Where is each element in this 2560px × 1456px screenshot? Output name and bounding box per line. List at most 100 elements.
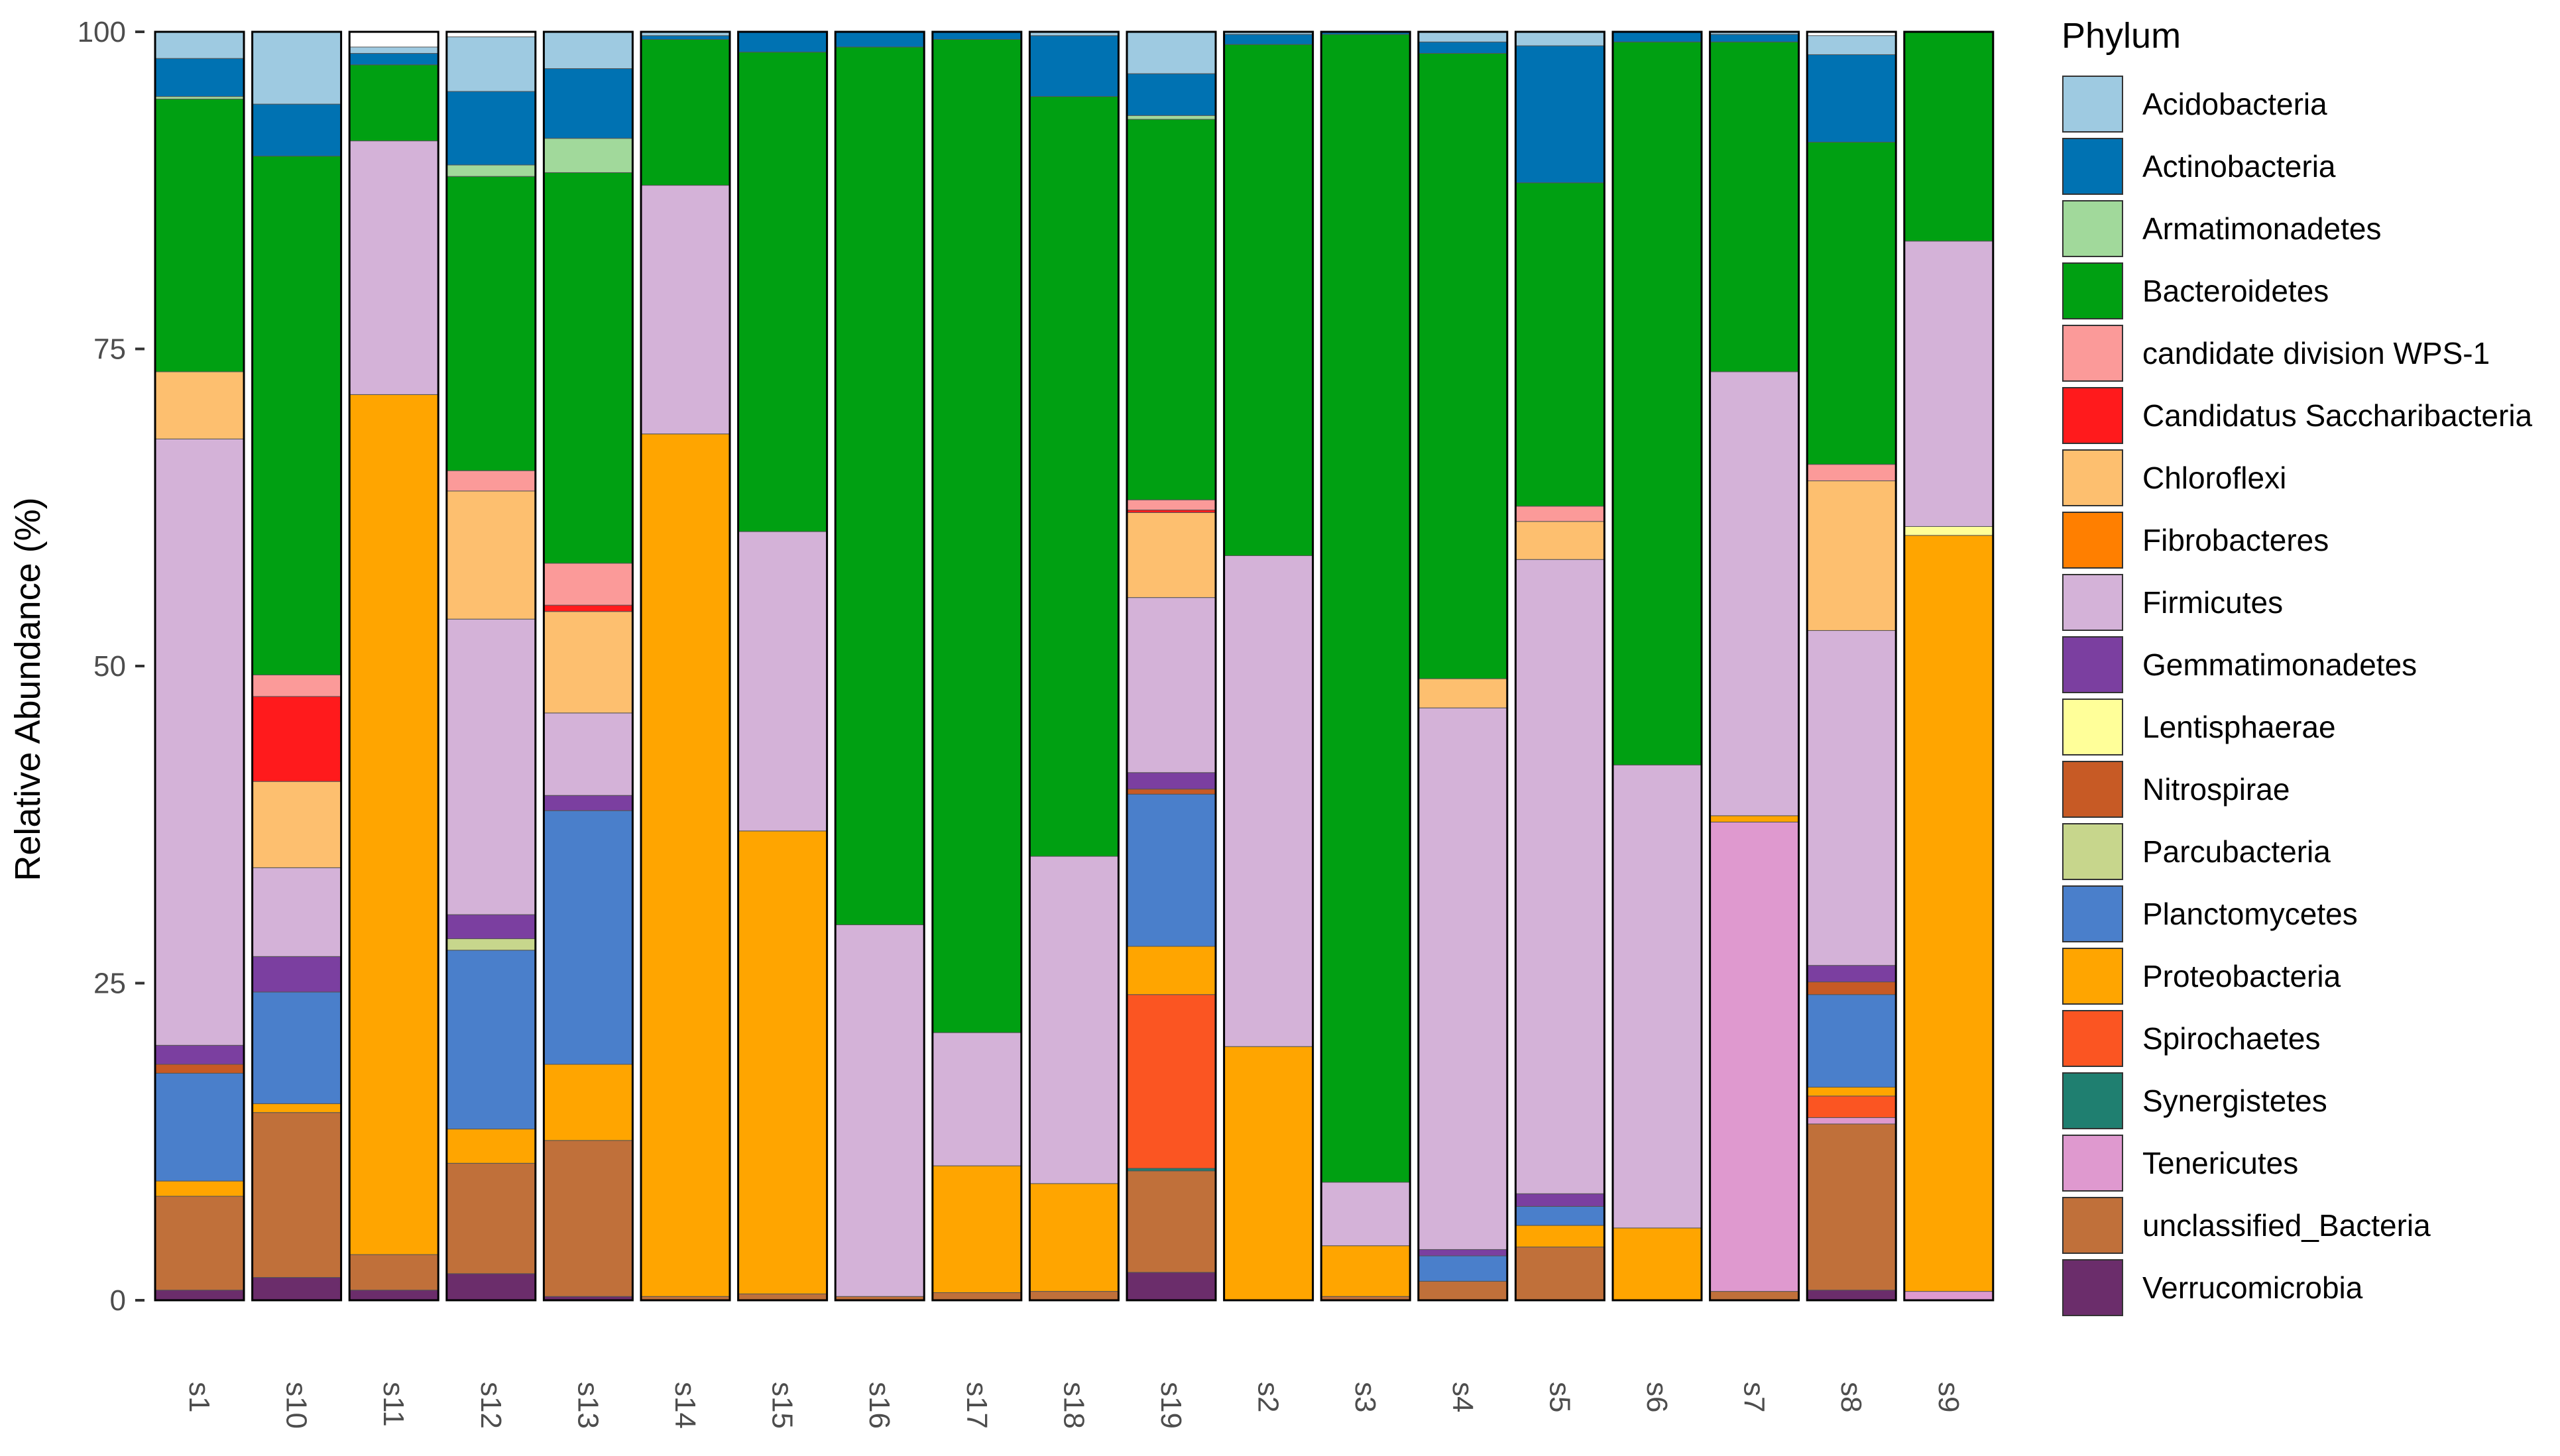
legend-label: unclassified_Bacteria	[2142, 1208, 2431, 1243]
bar-stack-s15	[737, 30, 829, 1302]
legend-swatch	[2062, 948, 2123, 1005]
bar-stack-s11	[348, 30, 439, 1302]
bar-segment	[543, 795, 633, 811]
bar-segment	[1904, 31, 1994, 242]
bar-stack-s19	[1126, 30, 1217, 1302]
bar-stack-s13	[542, 30, 634, 1302]
bar-segment	[154, 1196, 245, 1291]
bars	[154, 30, 1995, 1302]
bar-stack-s10	[251, 30, 343, 1302]
bar-segment	[1029, 856, 1119, 1184]
bar-segment	[543, 1064, 633, 1141]
bar-segment	[1806, 1086, 1896, 1097]
legend-label: Chloroflexi	[2142, 461, 2286, 495]
bar-segment	[1710, 41, 1800, 372]
bar-segment	[1515, 559, 1605, 1194]
bar-segment	[738, 531, 828, 832]
legend-swatch	[2062, 1197, 2123, 1254]
bar-outline	[834, 30, 925, 1302]
bar-segment	[349, 46, 439, 54]
legend-label: Actinobacteria	[2142, 149, 2336, 184]
bar-segment	[932, 38, 1022, 1033]
bar-segment	[1126, 73, 1216, 116]
bar-segment	[1224, 34, 1314, 45]
x-tick-label: s13	[571, 1382, 604, 1429]
legend-item: candidate division WPS-1	[2062, 325, 2490, 382]
y-tick-label: 25	[93, 968, 126, 1000]
bar-outline	[1806, 30, 1897, 1302]
bar-segment	[446, 914, 536, 940]
bar-segment	[446, 1129, 536, 1164]
bar-segment	[1126, 994, 1216, 1169]
bar-segment	[1126, 946, 1216, 995]
bar-segment	[1224, 44, 1314, 556]
y-tick-label: 0	[110, 1284, 126, 1317]
bar-segment	[1904, 535, 1994, 1292]
x-tick-label: s17	[960, 1382, 993, 1429]
bar-segment	[543, 810, 633, 1065]
bar-segment	[932, 1292, 1022, 1301]
legend-item: Synergistetes	[2062, 1072, 2327, 1129]
bar-segment	[252, 1277, 342, 1301]
bar-segment	[543, 604, 633, 612]
bar-segment	[543, 31, 633, 70]
legend-label: Gemmatimonadetes	[2142, 647, 2417, 682]
bar-segment	[1126, 31, 1216, 74]
bar-segment	[154, 1290, 245, 1301]
legend-title: Phylum	[2062, 16, 2181, 56]
legend-item: Tenericutes	[2062, 1135, 2298, 1192]
legend-swatch	[2062, 512, 2123, 569]
legend: Phylum Acidobacteria Actinobacteria Armati…	[2062, 16, 2533, 1316]
bar-segment	[640, 185, 730, 435]
bar-stack-s1	[154, 30, 245, 1302]
legend-swatch	[2062, 449, 2123, 506]
bar-segment	[446, 490, 536, 620]
x-tick-label: s14	[669, 1382, 701, 1429]
x-tick-label: s1	[183, 1382, 215, 1412]
bar-segment	[1806, 1095, 1896, 1118]
bar-segment	[1904, 1291, 1994, 1301]
bar-segment	[1126, 789, 1216, 795]
legend-swatch	[2062, 823, 2123, 880]
legend-item: Nitrospirae	[2062, 761, 2290, 818]
bar-outline	[1320, 30, 1411, 1302]
bar-segment	[835, 46, 925, 925]
bar-segment	[1126, 772, 1216, 790]
x-tick-label: s9	[1932, 1382, 1965, 1412]
bar-segment	[1612, 31, 1702, 42]
bar-segment	[738, 830, 828, 1294]
legend-item: Gemmatimonadetes	[2062, 636, 2417, 693]
bar-segment	[1806, 464, 1896, 482]
x-tick-label: s2	[1252, 1382, 1285, 1412]
bar-segment	[1126, 793, 1216, 947]
x-tick-label: s8	[1835, 1382, 1867, 1412]
legend-item: Spirochaetes	[2062, 1010, 2321, 1067]
bar-segment	[1320, 34, 1411, 1183]
bar-stack-s5	[1514, 30, 1605, 1302]
bar-segment	[1126, 1272, 1216, 1301]
legend-item: Fibrobacteres	[2062, 512, 2329, 569]
bar-stack-s8	[1806, 30, 1897, 1302]
bar-outline	[348, 30, 439, 1302]
bar-stack-s12	[445, 30, 537, 1302]
bar-segment	[154, 58, 245, 97]
legend-swatch	[2062, 200, 2123, 257]
bar-segment	[1710, 1291, 1800, 1301]
legend-swatch	[2062, 325, 2123, 382]
legend-label: Spirochaetes	[2142, 1021, 2321, 1056]
bar-segment	[1806, 965, 1896, 983]
bar-segment	[1126, 119, 1216, 500]
y-tick-label: 75	[93, 333, 126, 366]
legend-swatch	[2062, 1010, 2123, 1067]
bar-segment	[1126, 510, 1216, 513]
bar-outline	[445, 30, 537, 1302]
legend-label: Armatimonadetes	[2142, 211, 2382, 246]
bar-stack-s18	[1028, 30, 1120, 1302]
bar-segment	[1515, 45, 1605, 184]
bar-segment	[543, 1140, 633, 1297]
x-tick-label: s18	[1057, 1382, 1090, 1429]
bar-segment	[252, 103, 342, 157]
legend-swatch	[2062, 138, 2123, 195]
bar-segment	[1515, 1247, 1605, 1301]
legend-label: Bacteroidetes	[2142, 274, 2329, 308]
